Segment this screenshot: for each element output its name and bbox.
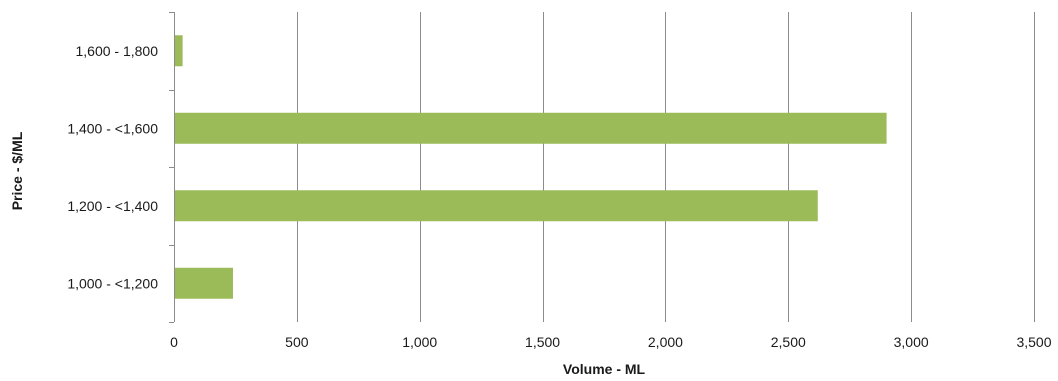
tick-labels: 0 500 1,000 1,500 2,000 2,500 3,000 3,500 1,000 …: [67, 43, 1051, 350]
bars: [174, 35, 887, 299]
x-tick-label: 0: [170, 334, 178, 350]
bar: [174, 267, 233, 299]
x-tick-label: 3,000: [894, 334, 929, 350]
x-tick-label: 2,500: [771, 334, 806, 350]
bar: [174, 112, 887, 144]
x-tick-label: 1,000: [402, 334, 437, 350]
x-tick-label: 3,500: [1016, 334, 1051, 350]
y-axis-title: Price - $/ML: [9, 131, 25, 210]
x-tick-label: 500: [285, 334, 309, 350]
bar: [174, 35, 183, 67]
y-tick-label: 1,000 - <1,200: [67, 275, 158, 291]
y-tick-label: 1,200 - <1,400: [67, 198, 158, 214]
axes: [169, 12, 175, 323]
gridlines: [297, 12, 1035, 322]
x-tick-label: 2,000: [648, 334, 683, 350]
y-tick-label: 1,600 - 1,800: [75, 43, 158, 59]
bar: [174, 190, 818, 222]
y-tick-label: 1,400 - <1,600: [67, 120, 158, 136]
x-tick-label: 1,500: [525, 334, 560, 350]
x-axis-title: Volume - ML: [563, 361, 646, 377]
